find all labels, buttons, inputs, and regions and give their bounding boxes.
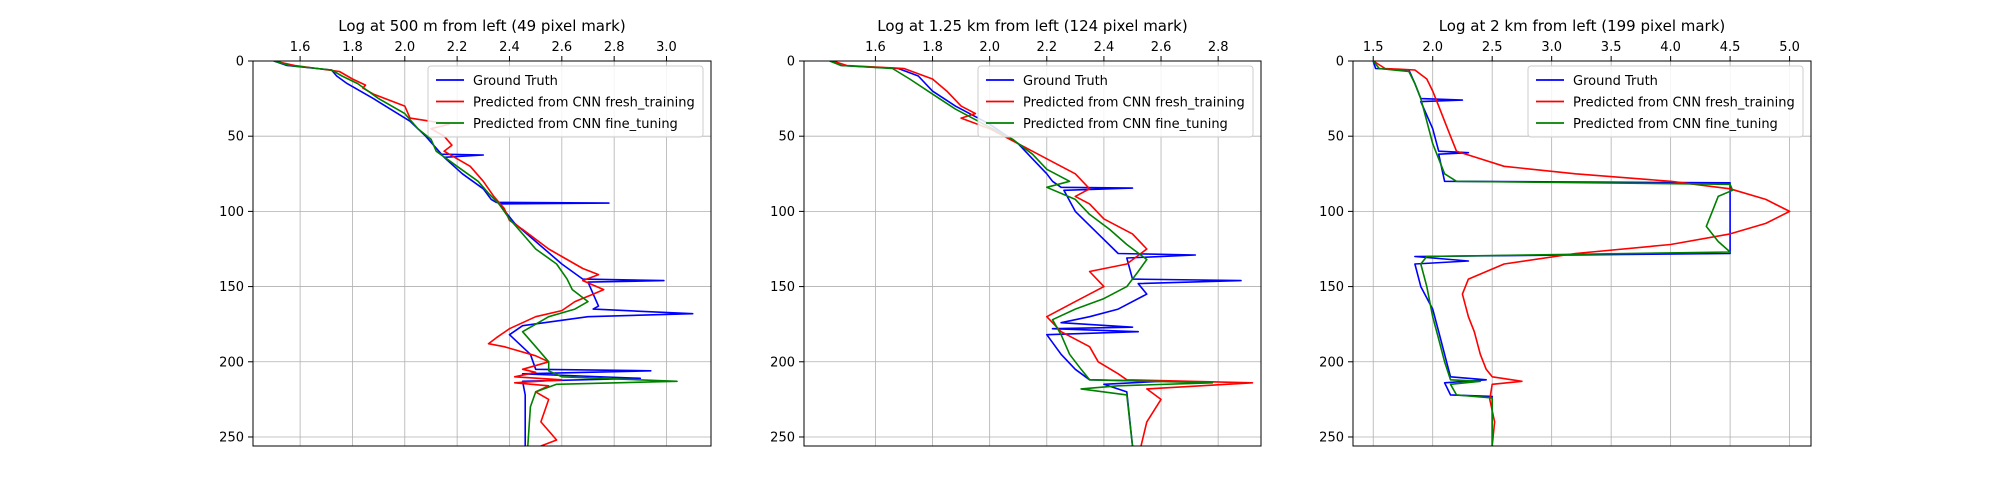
legend-entry-label: Ground Truth — [473, 74, 558, 89]
x-tick-label: 2.4 — [1094, 40, 1115, 55]
x-tick-label: 1.6 — [290, 40, 311, 55]
x-tick-label: 1.6 — [865, 40, 886, 55]
x-tick-label: 3.0 — [656, 40, 677, 55]
x-tick-label: 2.2 — [1036, 40, 1057, 55]
legend-entry-label: Predicted from CNN fine_tuning — [473, 117, 678, 132]
y-tick-label: 0 — [236, 55, 244, 70]
series-line-predicted-from-cnn-fresh-training — [273, 61, 605, 446]
legend-entry-label: Predicted from CNN fine_tuning — [1573, 117, 1778, 132]
chart-title: Log at 1.25 km from left (124 pixel mark… — [877, 17, 1187, 35]
legend-box — [427, 65, 704, 138]
series-line-predicted-from-cnn-fresh-training — [832, 61, 1254, 446]
y-tick-label: 250 — [770, 430, 795, 445]
series-group — [1372, 61, 1791, 446]
x-tick-label: 2.0 — [394, 40, 415, 55]
y-tick-label: 50 — [227, 130, 244, 145]
legend-entry-label: Predicted from CNN fresh_training — [1023, 96, 1245, 111]
y-tick-label: 250 — [1319, 430, 1344, 445]
legend-entry-label: Predicted from CNN fresh_training — [473, 96, 695, 111]
y-tick-label: 200 — [219, 355, 244, 370]
y-tick-label: 100 — [1319, 205, 1344, 220]
series-group — [273, 61, 694, 446]
x-tick-label: 2.8 — [1208, 40, 1229, 55]
y-tick-label: 50 — [1327, 130, 1344, 145]
legend-box — [1527, 65, 1804, 138]
plot-frame — [1352, 60, 1812, 447]
series-line-predicted-from-cnn-fine-tuning — [273, 61, 678, 446]
chart-panel-3: Log at 2 km from left (199 pixel mark) 1… — [1319, 17, 1812, 447]
legend-entry-label: Predicted from CNN fresh_training — [1573, 96, 1795, 111]
y-tick-label: 100 — [770, 205, 795, 220]
x-tick-label: 4.5 — [1720, 40, 1741, 55]
y-tick-label: 100 — [219, 205, 244, 220]
y-tick-label: 150 — [1319, 280, 1344, 295]
chart-panel-2: Log at 1.25 km from left (124 pixel mark… — [770, 17, 1262, 447]
x-tick-label: 2.5 — [1482, 40, 1503, 55]
legend: Ground Truth Predicted from CNN fresh_tra… — [977, 65, 1254, 138]
x-tick-label: 1.8 — [342, 40, 363, 55]
x-tick-label: 2.8 — [604, 40, 625, 55]
x-tick-label: 2.6 — [1151, 40, 1172, 55]
series-line-ground-truth — [1372, 61, 1731, 446]
series-line-predicted-from-cnn-fine-tuning — [1372, 61, 1734, 446]
x-tick-label: 3.0 — [1541, 40, 1562, 55]
y-tick-label: 0 — [787, 55, 795, 70]
y-tick-label: 150 — [770, 280, 795, 295]
y-tick-label: 250 — [219, 430, 244, 445]
y-tick-label: 50 — [778, 130, 795, 145]
plot-frame — [252, 60, 712, 447]
legend-entry-label: Ground Truth — [1023, 74, 1108, 89]
legend-box — [977, 65, 1254, 138]
x-tick-label: 1.5 — [1363, 40, 1384, 55]
legend: Ground Truth Predicted from CNN fresh_tra… — [427, 65, 704, 138]
chart-title: Log at 500 m from left (49 pixel mark) — [338, 17, 625, 35]
x-tick-label: 5.0 — [1779, 40, 1800, 55]
series-line-predicted-from-cnn-fine-tuning — [829, 61, 1214, 446]
x-tick-label: 2.4 — [499, 40, 520, 55]
x-tick-label: 2.6 — [551, 40, 572, 55]
series-line-predicted-from-cnn-fresh-training — [1372, 61, 1791, 446]
chart-panel-1: Log at 500 m from left (49 pixel mark) 1… — [219, 17, 712, 447]
chart-title: Log at 2 km from left (199 pixel mark) — [1439, 17, 1726, 35]
x-tick-label: 4.0 — [1660, 40, 1681, 55]
y-tick-label: 0 — [1336, 55, 1344, 70]
x-tick-label: 2.0 — [1422, 40, 1443, 55]
legend-entry-label: Predicted from CNN fine_tuning — [1023, 117, 1228, 132]
x-tick-label: 1.8 — [922, 40, 943, 55]
legend-entry-label: Ground Truth — [1573, 74, 1658, 89]
y-tick-label: 200 — [1319, 355, 1344, 370]
x-tick-label: 2.2 — [447, 40, 468, 55]
y-tick-label: 200 — [770, 355, 795, 370]
legend: Ground Truth Predicted from CNN fresh_tra… — [1527, 65, 1804, 138]
x-tick-label: 2.0 — [979, 40, 1000, 55]
plot-frame — [803, 60, 1262, 447]
x-tick-label: 3.5 — [1601, 40, 1622, 55]
y-tick-label: 150 — [219, 280, 244, 295]
